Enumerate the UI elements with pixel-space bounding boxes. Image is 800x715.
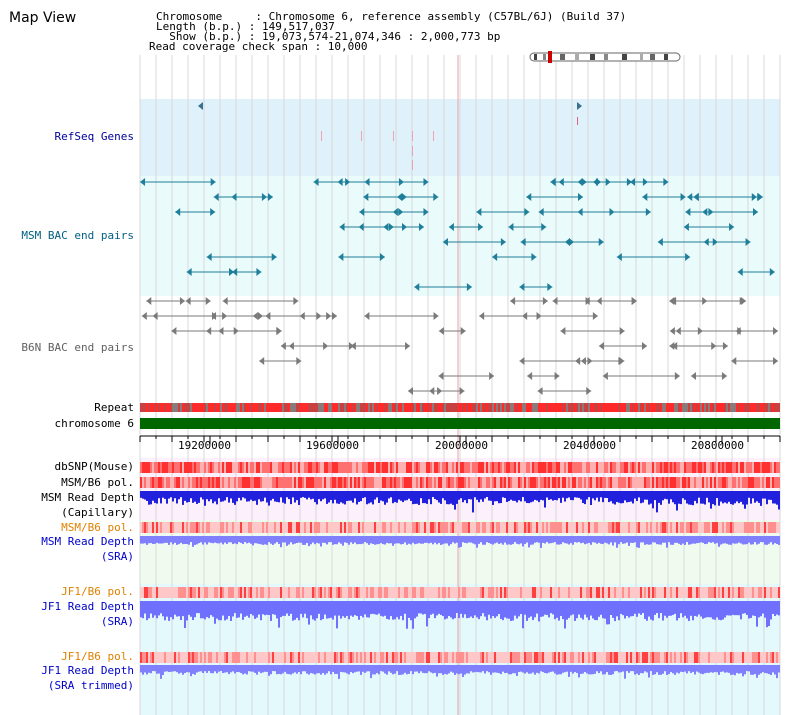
label-line: (SRA trimmed) bbox=[47, 679, 134, 692]
track-label-msm-b6-pol-2: MSM/B6 pol. bbox=[61, 521, 134, 534]
label-line: JF1 Read Depth bbox=[41, 664, 134, 677]
refseq-gene-features[interactable] bbox=[198, 102, 582, 170]
track-label-jf1-depth-trimmed: JF1 Read Depth (SRA trimmed) bbox=[41, 663, 134, 693]
info-show-range: Show (b.p.) : 19,073,574-21,074,346 : 2,… bbox=[156, 30, 501, 43]
track-label-jf1-depth-sra: JF1 Read Depth (SRA) bbox=[41, 599, 134, 629]
track-label-msm-depth-capillary: MSM Read Depth (Capillary) bbox=[41, 490, 134, 520]
info-chromosome: Chromosome : Chromosome 6, reference ass… bbox=[156, 10, 627, 23]
track-label-dbsnp: dbSNP(Mouse) bbox=[54, 460, 134, 473]
track-label-msm-depth-sra: MSM Read Depth (SRA) bbox=[41, 534, 134, 564]
position-ruler bbox=[139, 435, 781, 444]
track-label-msm-b6-pol: MSM/B6 pol. bbox=[61, 476, 134, 489]
ruler-tick-label: 20800000 bbox=[691, 439, 744, 452]
label-line: MSM Read Depth bbox=[41, 535, 134, 548]
chromosome-ideogram-icon[interactable] bbox=[529, 51, 681, 63]
b6n-bac-pair-features[interactable] bbox=[141, 297, 778, 395]
msm-bac-pair-features[interactable] bbox=[140, 178, 775, 291]
label-line: (SRA) bbox=[100, 615, 134, 628]
label-line: (SRA) bbox=[100, 550, 134, 563]
track-label-b6n-bac[interactable]: B6N BAC end pairs bbox=[21, 341, 134, 354]
label-line: JF1 Read Depth bbox=[41, 600, 134, 613]
track-label-jf1-b6-pol-2: JF1/B6 pol. bbox=[61, 650, 134, 663]
ruler-tick-label: 19200000 bbox=[178, 439, 231, 452]
info-length: Length (b.p.) : 149,517,037 bbox=[156, 20, 335, 33]
ruler-tick-label: 20000000 bbox=[435, 439, 488, 452]
chromosome-bar bbox=[140, 418, 780, 429]
track-label-msm-bac[interactable]: MSM BAC end pairs bbox=[21, 229, 134, 242]
repeat-track-bar[interactable] bbox=[140, 403, 780, 412]
track-label-repeat: Repeat bbox=[94, 401, 134, 414]
snp-heat-tracks[interactable] bbox=[140, 462, 780, 663]
ruler-tick-label: 19600000 bbox=[306, 439, 359, 452]
read-depth-tracks[interactable] bbox=[140, 491, 780, 679]
track-label-chromosome: chromosome 6 bbox=[54, 417, 134, 430]
page-title: Map View bbox=[9, 10, 77, 26]
ruler-tick-label: 20400000 bbox=[563, 439, 616, 452]
info-coverage-span: Read coverage check span : 10,000 bbox=[149, 40, 368, 53]
label-line: MSM Read Depth bbox=[41, 491, 134, 504]
track-label-refseq-genes[interactable]: RefSeq Genes bbox=[54, 130, 134, 143]
track-label-jf1-b6-pol-1: JF1/B6 pol. bbox=[61, 585, 134, 598]
label-line: (Capillary) bbox=[61, 506, 134, 519]
